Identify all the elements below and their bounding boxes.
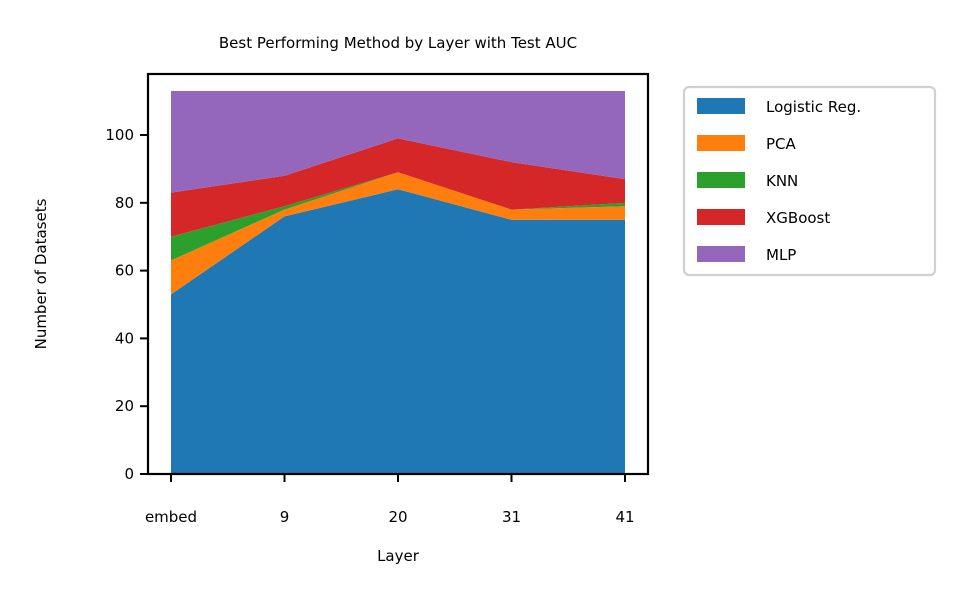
legend-swatch bbox=[697, 98, 745, 114]
x-tick-label: 9 bbox=[280, 508, 290, 526]
area-series-mlp bbox=[171, 90, 625, 193]
area-layers bbox=[171, 90, 625, 474]
legend-label: PCA bbox=[766, 135, 797, 153]
area-series-xgboost bbox=[171, 138, 625, 237]
area-series-knn bbox=[171, 172, 625, 261]
legend-frame bbox=[682, 85, 937, 277]
legend-label: XGBoost bbox=[766, 209, 830, 227]
legend-swatch bbox=[697, 246, 745, 262]
y-tick-label: 80 bbox=[115, 194, 134, 212]
y-tick-label: 60 bbox=[115, 262, 134, 280]
y-tick-label: 100 bbox=[105, 126, 134, 144]
legend: Logistic Reg. PCA KNN XGBoost MLP bbox=[682, 85, 937, 277]
y-tick-label: 20 bbox=[115, 397, 134, 415]
x-axis-label: Layer bbox=[377, 547, 420, 565]
legend-items: Logistic Reg. PCA KNN XGBoost MLP bbox=[697, 98, 861, 264]
x-tick-label: 20 bbox=[388, 508, 407, 526]
legend-label: Logistic Reg. bbox=[766, 98, 861, 116]
x-tick-label: 31 bbox=[502, 508, 521, 526]
y-axis-label: Number of Datasets bbox=[32, 198, 50, 349]
y-tick-label: 0 bbox=[124, 465, 134, 483]
y-axis: 0 20 40 60 80 100 bbox=[105, 126, 148, 483]
legend-label: KNN bbox=[766, 172, 798, 190]
x-tick-label: 41 bbox=[615, 508, 634, 526]
chart-title: Best Performing Method by Layer with Tes… bbox=[219, 34, 577, 52]
legend-swatch bbox=[697, 135, 745, 151]
legend-label: MLP bbox=[766, 246, 796, 264]
y-tick-label: 40 bbox=[115, 329, 134, 347]
x-tick-label: embed bbox=[145, 508, 197, 526]
legend-swatch bbox=[697, 209, 745, 225]
x-axis: embed 9 20 31 41 bbox=[145, 474, 635, 526]
legend-swatch bbox=[697, 172, 745, 188]
area-series-logistic-reg bbox=[171, 189, 625, 474]
